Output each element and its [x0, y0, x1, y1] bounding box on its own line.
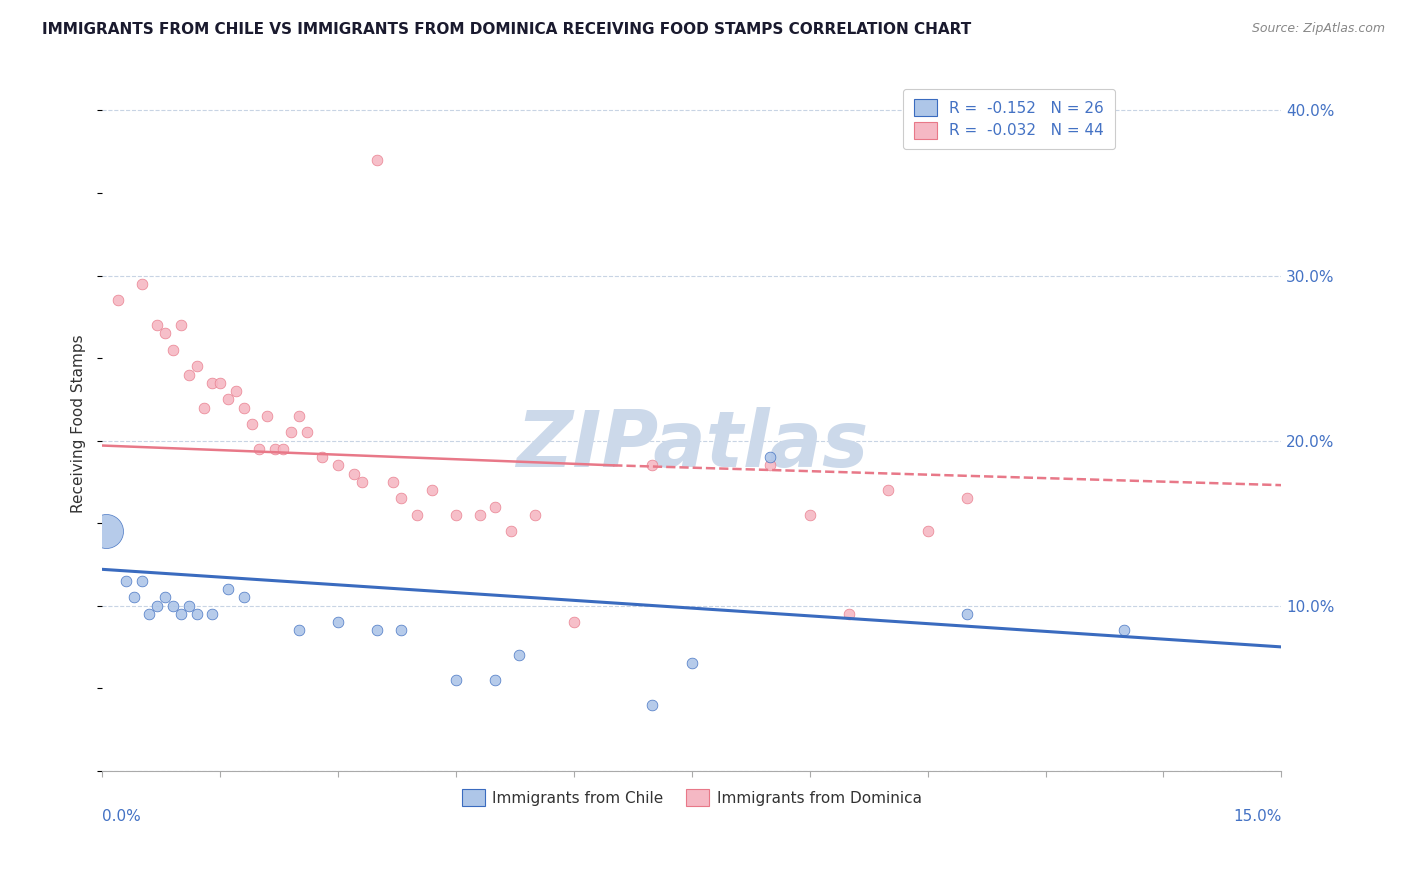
Point: [107, 293, 129, 308]
Point: [350, 475, 373, 489]
Text: Source: ZipAtlas.com: Source: ZipAtlas.com: [1251, 22, 1385, 36]
Point: [271, 442, 294, 456]
Point: [232, 401, 254, 415]
Point: [799, 508, 821, 522]
Point: [877, 483, 900, 497]
Point: [956, 491, 979, 506]
Point: [366, 624, 388, 638]
Point: [681, 657, 703, 671]
Point: [562, 615, 585, 629]
Point: [759, 458, 782, 473]
Point: [468, 508, 491, 522]
Point: [162, 343, 184, 357]
Point: [641, 458, 664, 473]
Point: [311, 450, 333, 464]
Point: [186, 359, 208, 374]
Point: [177, 368, 200, 382]
Point: [170, 318, 193, 332]
Text: IMMIGRANTS FROM CHILE VS IMMIGRANTS FROM DOMINICA RECEIVING FOOD STAMPS CORRELAT: IMMIGRANTS FROM CHILE VS IMMIGRANTS FROM…: [42, 22, 972, 37]
Point: [249, 442, 271, 456]
Point: [209, 376, 232, 390]
Point: [499, 524, 522, 539]
Point: [131, 574, 153, 588]
Point: [295, 425, 318, 440]
Point: [153, 591, 176, 605]
Point: [523, 508, 546, 522]
Point: [484, 500, 506, 514]
Point: [146, 599, 169, 613]
Point: [287, 409, 309, 423]
Point: [94, 524, 117, 539]
Point: [138, 607, 160, 621]
Y-axis label: Receiving Food Stamps: Receiving Food Stamps: [72, 334, 86, 514]
Point: [326, 615, 349, 629]
Point: [1114, 624, 1136, 638]
Point: [240, 417, 263, 431]
Point: [382, 475, 405, 489]
Point: [217, 582, 239, 596]
Point: [484, 673, 506, 687]
Point: [264, 442, 287, 456]
Point: [186, 607, 208, 621]
Text: 0.0%: 0.0%: [103, 809, 141, 824]
Point: [917, 524, 939, 539]
Point: [508, 648, 530, 662]
Text: ZIPatlas: ZIPatlas: [516, 407, 868, 483]
Point: [225, 384, 247, 398]
Point: [759, 450, 782, 464]
Point: [444, 508, 467, 522]
Point: [177, 599, 200, 613]
Point: [122, 591, 145, 605]
Point: [146, 318, 169, 332]
Point: [201, 376, 224, 390]
Point: [641, 698, 664, 712]
Point: [389, 491, 412, 506]
Legend: Immigrants from Chile, Immigrants from Dominica: Immigrants from Chile, Immigrants from D…: [453, 780, 931, 815]
Point: [280, 425, 302, 440]
Text: 15.0%: 15.0%: [1233, 809, 1281, 824]
Point: [326, 458, 349, 473]
Point: [444, 673, 467, 687]
Point: [256, 409, 278, 423]
Point: [162, 599, 184, 613]
Point: [405, 508, 427, 522]
Point: [153, 326, 176, 341]
Point: [170, 607, 193, 621]
Point: [389, 624, 412, 638]
Point: [422, 483, 444, 497]
Point: [956, 607, 979, 621]
Point: [838, 607, 860, 621]
Point: [287, 624, 309, 638]
Point: [232, 591, 254, 605]
Point: [131, 277, 153, 291]
Point: [217, 392, 239, 407]
Point: [366, 153, 388, 167]
Point: [201, 607, 224, 621]
Point: [343, 467, 366, 481]
Point: [114, 574, 136, 588]
Point: [193, 401, 215, 415]
